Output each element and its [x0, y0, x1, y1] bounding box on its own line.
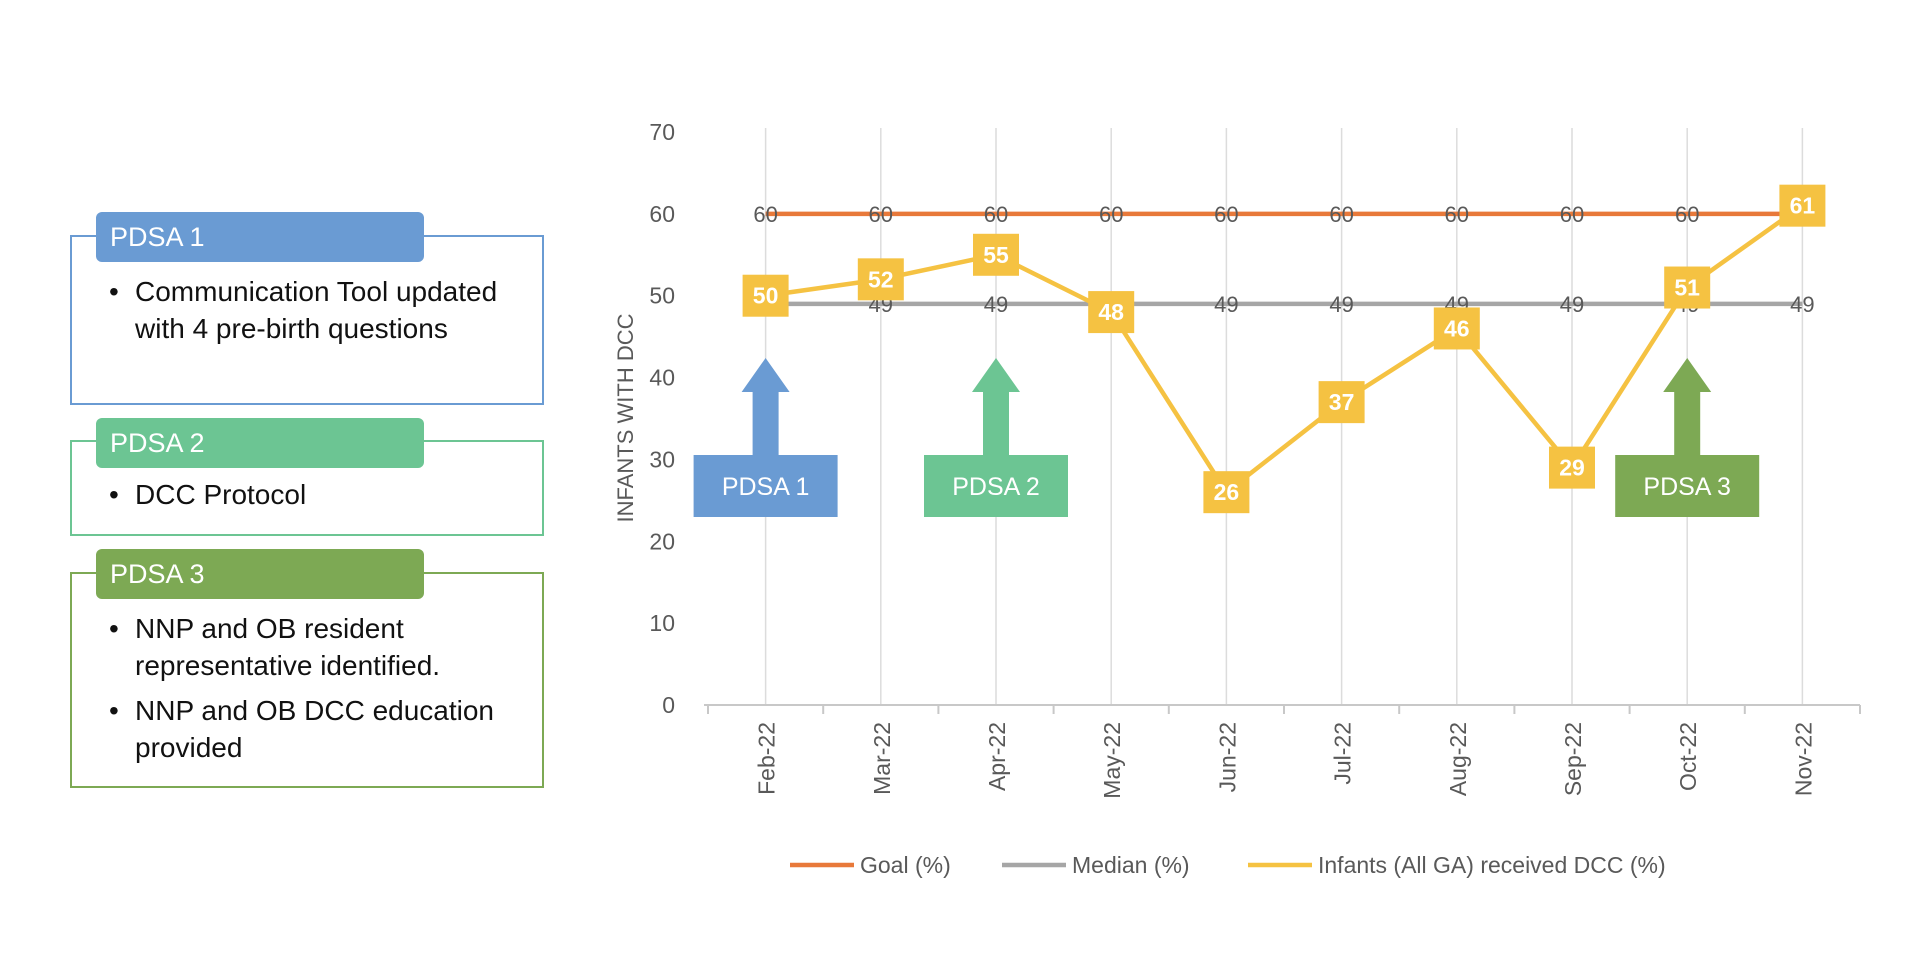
goal-data-label: 60: [1214, 202, 1238, 227]
goal-data-label: 60: [753, 202, 777, 227]
x-tick-label-Oct-22: Oct-22: [1675, 722, 1701, 791]
pdsa-1-item: Communication Tool updated with 4 pre-bi…: [72, 273, 542, 347]
annotation-box-pdsa-1: [693, 455, 838, 517]
annotation-arrow-pdsa-1: [741, 358, 790, 456]
legend-dcc-label: Infants (All GA) received DCC (%): [1318, 852, 1666, 878]
pdsa-3-box: NNP and OB resident representative ident…: [70, 572, 544, 788]
x-tick-label-Jul-22: Jul-22: [1330, 722, 1356, 785]
goal-data-label: 60: [1329, 202, 1353, 227]
x-tick-label-May-22: May-22: [1099, 722, 1125, 799]
x-tick-label-Mar-22: Mar-22: [869, 722, 895, 795]
goal-data-label: 60: [869, 202, 893, 227]
pdsa-3-tab: PDSA 3: [96, 549, 424, 599]
goal-data-label: 60: [1675, 202, 1699, 227]
annotation-box-pdsa-3: [1615, 455, 1760, 517]
pdsa-2-list: DCC Protocol: [72, 476, 542, 513]
dcc-data-label: 37: [1329, 389, 1355, 415]
y-tick-label-30: 30: [649, 446, 675, 472]
goal-data-label: 60: [984, 202, 1008, 227]
pdsa-1-box: Communication Tool updated with 4 pre-bi…: [70, 235, 544, 405]
dcc-data-point: [742, 274, 789, 317]
goal-data-label: 60: [1560, 202, 1584, 227]
legend-goal-label: Goal (%): [860, 852, 951, 878]
annotation-label-pdsa-1: PDSA 1: [722, 473, 810, 501]
pdsa-1-list: Communication Tool updated with 4 pre-bi…: [72, 273, 542, 347]
annotation-label-pdsa-2: PDSA 2: [952, 473, 1040, 501]
median-data-label: 49: [1560, 292, 1584, 317]
y-tick-label-50: 50: [649, 283, 675, 309]
x-tick-label-Jun-22: Jun-22: [1214, 722, 1240, 792]
dcc-data-label: 55: [983, 242, 1009, 268]
y-tick-label-70: 70: [649, 119, 675, 145]
dcc-data-label: 46: [1444, 315, 1470, 341]
dcc-series-line: [765, 203, 1804, 495]
x-tick-label-Sep-22: Sep-22: [1560, 722, 1586, 796]
annotation-label-pdsa-3: PDSA 3: [1643, 473, 1731, 501]
median-data-label: 49: [984, 292, 1008, 317]
annotation-arrow-pdsa-3: [1663, 358, 1712, 456]
y-tick-label-40: 40: [649, 365, 675, 391]
dcc-data-label: 52: [868, 266, 894, 292]
pdsa-2-tab: PDSA 2: [96, 418, 424, 468]
x-tick-label-Nov-22: Nov-22: [1790, 722, 1816, 796]
goal-data-label: 60: [1099, 202, 1123, 227]
median-data-label: 49: [1329, 292, 1353, 317]
pdsa-2-item: DCC Protocol: [72, 476, 542, 513]
legend-median-label: Median (%): [1072, 852, 1190, 878]
y-axis-title: INFANTS WITH DCC: [613, 313, 638, 522]
y-tick-label-10: 10: [649, 610, 675, 636]
dcc-data-point: [1433, 307, 1480, 350]
dcc-data-label: 51: [1674, 275, 1700, 301]
median-data-label: 49: [1214, 292, 1238, 317]
goal-data-label: 60: [1445, 202, 1469, 227]
y-tick-label-0: 0: [662, 692, 675, 718]
dcc-data-label: 48: [1098, 299, 1124, 325]
dcc-data-point: [1549, 446, 1595, 489]
x-tick-label-Apr-22: Apr-22: [984, 722, 1010, 791]
y-tick-label-20: 20: [649, 528, 675, 554]
dcc-data-point: [973, 233, 1019, 276]
pdsa-1-tab: PDSA 1: [96, 212, 424, 262]
pdsa-3-item-2: NNP and OB DCC education provided: [72, 692, 542, 766]
pdsa-3-list: NNP and OB resident representative ident…: [72, 610, 542, 766]
dcc-data-label: 50: [753, 283, 779, 309]
annotation-arrow-pdsa-2: [972, 358, 1020, 456]
pdsa-3-item-1: NNP and OB resident representative ident…: [72, 610, 542, 684]
dcc-data-label: 29: [1559, 455, 1585, 481]
dcc-data-point: [1318, 381, 1365, 424]
annotation-box-pdsa-2: [924, 455, 1068, 517]
y-tick-label-60: 60: [649, 201, 675, 227]
dcc-data-label: 61: [1790, 193, 1816, 219]
x-tick-label-Aug-22: Aug-22: [1445, 722, 1471, 796]
dcc-data-label: 26: [1214, 479, 1240, 505]
dcc-data-point: [1203, 471, 1250, 514]
median-data-label: 49: [1790, 292, 1814, 317]
dcc-data-point: [1664, 266, 1711, 309]
x-tick-label-Feb-22: Feb-22: [754, 722, 780, 795]
dcc-data-point: [1779, 184, 1826, 227]
dcc-data-point: [857, 258, 904, 301]
dcc-data-point: [1088, 291, 1135, 334]
